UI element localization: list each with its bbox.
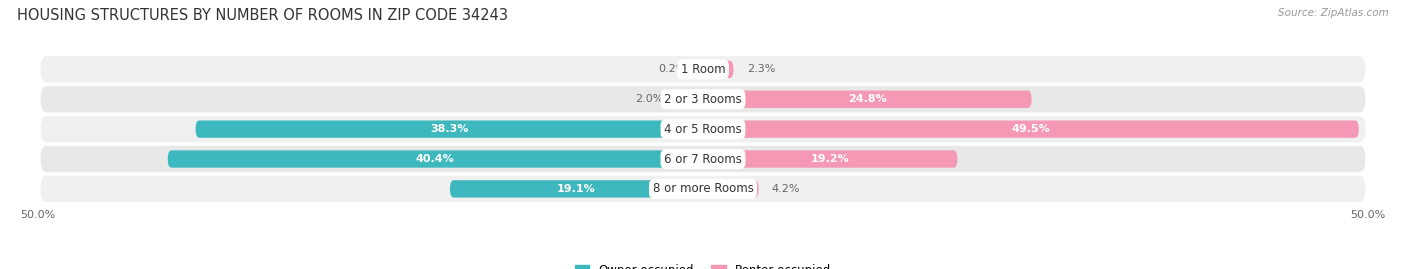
- Text: 6 or 7 Rooms: 6 or 7 Rooms: [664, 153, 742, 165]
- FancyBboxPatch shape: [41, 116, 1365, 142]
- Text: 4.2%: 4.2%: [772, 184, 800, 194]
- FancyBboxPatch shape: [676, 91, 703, 108]
- Text: 0.2%: 0.2%: [659, 64, 688, 74]
- Text: Source: ZipAtlas.com: Source: ZipAtlas.com: [1278, 8, 1389, 18]
- Text: 24.8%: 24.8%: [848, 94, 887, 104]
- FancyBboxPatch shape: [699, 61, 704, 78]
- Text: 2 or 3 Rooms: 2 or 3 Rooms: [664, 93, 742, 106]
- Text: 50.0%: 50.0%: [1350, 210, 1385, 220]
- FancyBboxPatch shape: [703, 180, 759, 197]
- Text: 4 or 5 Rooms: 4 or 5 Rooms: [664, 123, 742, 136]
- Text: 49.5%: 49.5%: [1011, 124, 1050, 134]
- FancyBboxPatch shape: [195, 121, 703, 138]
- Text: 40.4%: 40.4%: [416, 154, 454, 164]
- Legend: Owner-occupied, Renter-occupied: Owner-occupied, Renter-occupied: [575, 264, 831, 269]
- Text: 19.1%: 19.1%: [557, 184, 596, 194]
- FancyBboxPatch shape: [41, 86, 1365, 112]
- FancyBboxPatch shape: [41, 176, 1365, 202]
- Text: 2.0%: 2.0%: [636, 94, 664, 104]
- FancyBboxPatch shape: [167, 150, 703, 168]
- Text: 1 Room: 1 Room: [681, 63, 725, 76]
- FancyBboxPatch shape: [703, 61, 734, 78]
- FancyBboxPatch shape: [450, 180, 703, 197]
- FancyBboxPatch shape: [703, 150, 957, 168]
- Text: 38.3%: 38.3%: [430, 124, 468, 134]
- Text: HOUSING STRUCTURES BY NUMBER OF ROOMS IN ZIP CODE 34243: HOUSING STRUCTURES BY NUMBER OF ROOMS IN…: [17, 8, 508, 23]
- Text: 19.2%: 19.2%: [811, 154, 849, 164]
- FancyBboxPatch shape: [703, 91, 1032, 108]
- FancyBboxPatch shape: [703, 121, 1358, 138]
- FancyBboxPatch shape: [41, 56, 1365, 83]
- Text: 50.0%: 50.0%: [21, 210, 56, 220]
- Text: 2.3%: 2.3%: [747, 64, 775, 74]
- Text: 8 or more Rooms: 8 or more Rooms: [652, 182, 754, 195]
- FancyBboxPatch shape: [41, 146, 1365, 172]
